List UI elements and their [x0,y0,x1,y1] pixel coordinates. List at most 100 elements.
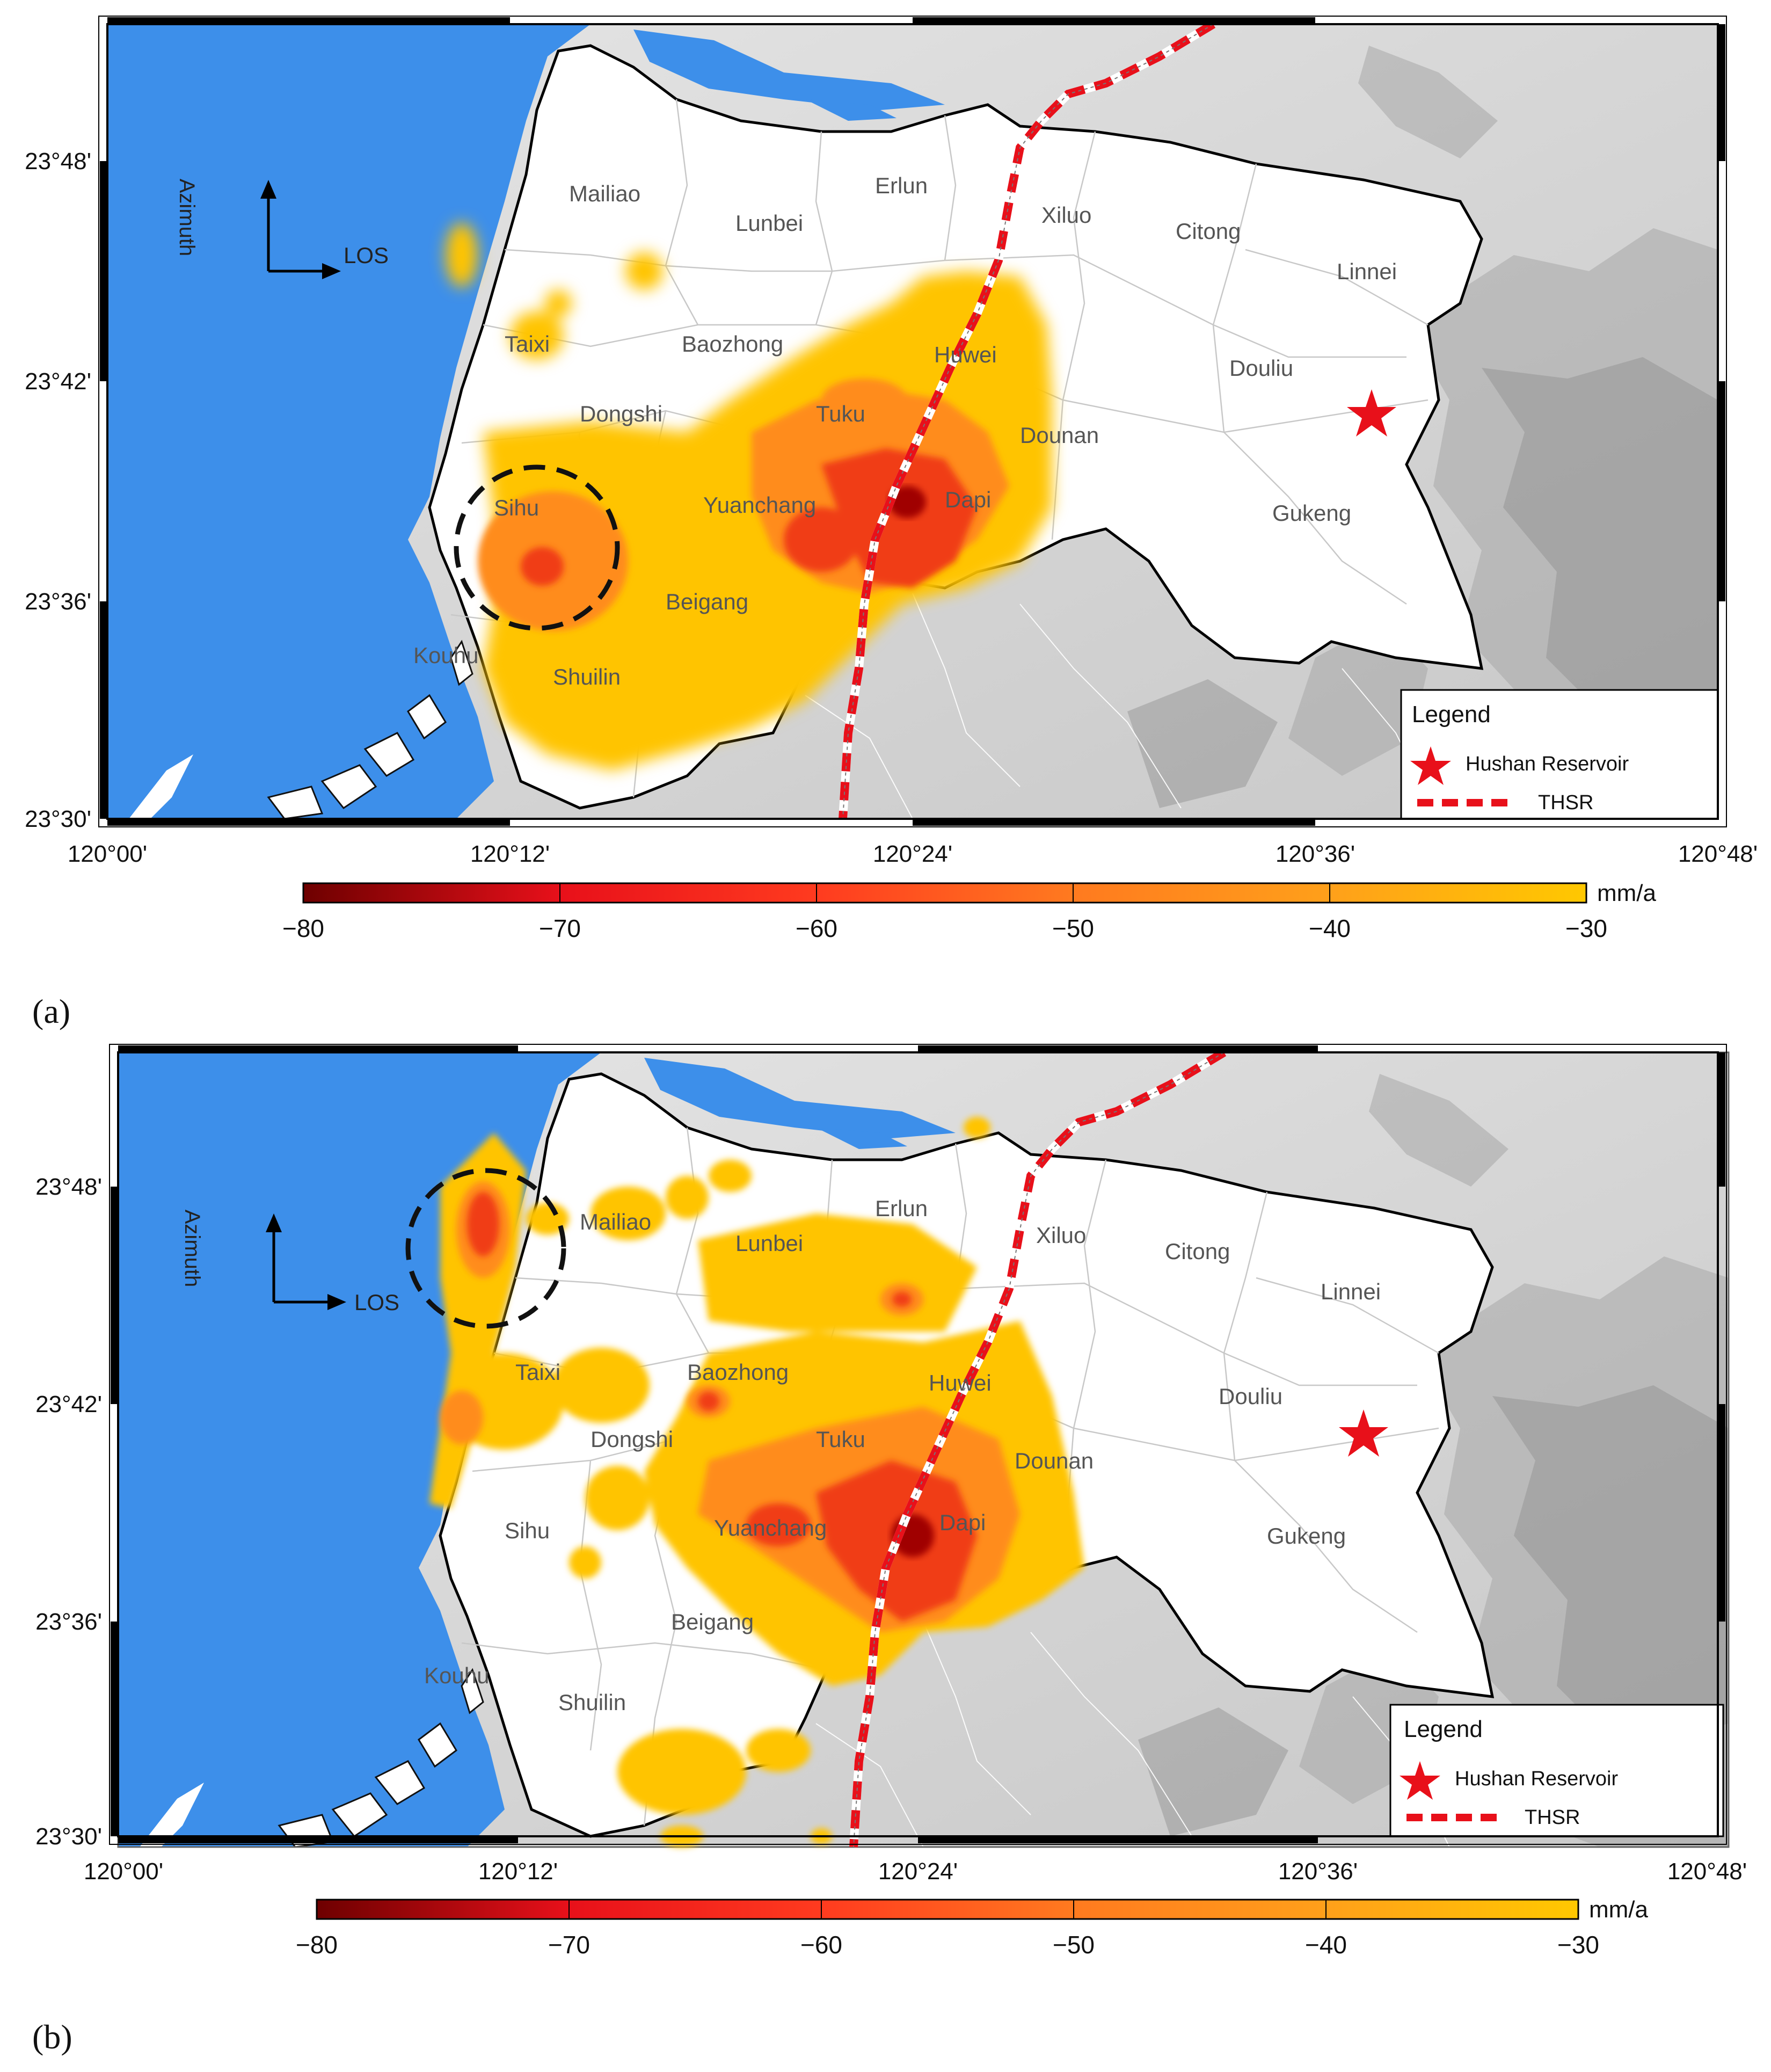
colorbar-b: mm/a −80 −70 −60 −50 −40 −30 [296,1896,1649,1959]
place-label: Mailiao [580,1209,651,1234]
legend-item-label: THSR [1538,791,1593,814]
colorbar-tick: −40 [1305,1931,1347,1959]
lon-tick: 120°24' [878,1858,958,1885]
lon-tick: 120°48' [1667,1858,1747,1885]
frame-a [98,16,1727,827]
place-label: Lunbei [735,1231,803,1256]
lat-tick: 23°42' [35,1391,102,1417]
place-label: Tuku [816,401,865,426]
lat-tick: 23°30' [35,1823,102,1850]
colorbar-segment [817,883,1074,903]
subsidence-layer-a [446,223,1052,770]
lon-tick: 120°24' [873,841,952,867]
lon-tick: 120°48' [1678,841,1758,867]
place-label: Dongshi [580,401,662,426]
place-label: Citong [1176,219,1241,244]
colorbar-segment [821,1900,1074,1919]
place-label: Gukeng [1267,1523,1346,1548]
colorbar-tick: −30 [1557,1931,1599,1959]
colorbar-segment [1074,1900,1327,1919]
colorbar-unit: mm/a [1589,1896,1649,1923]
lon-tick: 120°36' [1278,1858,1358,1885]
place-label: Beigang [666,589,748,614]
colorbar-segment [569,1900,822,1919]
place-label: Xiluo [1036,1223,1086,1248]
legend-a: Legend Hushan Reservoir THSR [1400,689,1719,820]
place-label: Dapi [945,487,991,512]
place-labels-a: Mailiao Lunbei Erlun Xiluo Citong Linnei… [413,173,1397,689]
place-label: Baozhong [682,331,783,357]
place-label: Shuilin [553,664,621,689]
place-label: Dapi [939,1510,986,1535]
lat-ticks-b: 23°48' 23°42' 23°36' 23°30' [35,1174,102,1850]
lon-ticks-a: 120°00' 120°12' 120°24' 120°36' 120°48' [68,841,1758,867]
place-label: Dounan [1015,1448,1094,1473]
place-label: Tuku [816,1427,865,1452]
panel-label-a: (a) [32,992,70,1030]
place-label: Dounan [1020,423,1099,448]
direction-arrows-a [260,180,341,279]
place-label: Linnei [1337,259,1397,284]
colorbar-segment [303,883,560,903]
los-label-b: LOS [354,1290,399,1315]
legend-b: Legend Hushan Reservoir THSR [1389,1704,1724,1837]
star-icon [1410,746,1451,785]
place-label: Erlun [875,173,928,198]
place-label: Lunbei [735,210,803,236]
place-label: Kouhu [424,1663,489,1688]
lon-tick: 120°00' [68,841,147,867]
lat-tick: 23°48' [25,148,91,175]
panel-a: Azimuth LOS Mailiao Lunbei Erlun Xiluo C… [25,16,1758,1030]
place-label: Huwei [934,342,997,367]
star-icon [1339,1409,1388,1457]
place-label: Beigang [671,1609,754,1634]
place-label: Huwei [929,1370,992,1395]
los-label-a: LOS [344,243,389,268]
lat-tick: 23°48' [35,1174,102,1200]
place-label: Kouhu [413,643,478,668]
legend-item-label: THSR [1525,1806,1580,1829]
legend-item-label: Hushan Reservoir [1455,1768,1618,1790]
lat-tick: 23°36' [25,588,91,615]
star-icon [1400,1761,1440,1800]
colorbar-segment [1330,883,1587,903]
colorbar-tick: −50 [1053,1931,1095,1959]
place-label: Linnei [1321,1279,1381,1304]
highlight-circle-a [454,464,620,631]
colorbar-segment [560,883,817,903]
lon-tick: 120°36' [1276,841,1355,867]
place-label: Dongshi [591,1427,673,1452]
colorbar-tick: −50 [1052,914,1094,942]
legend-item-label: Hushan Reservoir [1466,753,1629,775]
colorbar-tick: −80 [296,1931,338,1959]
colorbar-tick: −60 [796,914,837,942]
lon-tick: 120°12' [478,1858,558,1885]
legend-title: Legend [1412,701,1491,728]
star-icon [1347,389,1396,437]
panel-label-b: (b) [32,2018,72,2056]
place-label: Douliu [1229,355,1293,381]
frame-b [109,1044,1727,1845]
colorbar-tick: −30 [1565,914,1607,942]
azimuth-label-b: Azimuth [180,1210,204,1288]
place-label: Taixi [505,331,550,357]
colorbar-tick: −80 [282,914,324,942]
lat-ticks-a: 23°48' 23°42' 23°36' 23°30' [25,148,91,832]
colorbar-tick: −40 [1309,914,1351,942]
colorbar-segment [317,1900,570,1919]
place-label: Baozhong [687,1359,789,1385]
place-label: Gukeng [1272,500,1351,526]
colorbar-segment [1073,883,1330,903]
colorbar-segment [1326,1900,1579,1919]
colorbar-a: mm/a −80 −70 −60 −50 −40 −30 [282,880,1657,942]
colorbar-tick: −70 [539,914,581,942]
place-labels-b: Mailiao Lunbei Erlun Xiluo Citong Linnei… [424,1196,1381,1715]
colorbar-tick: −60 [800,1931,842,1959]
place-label: Citong [1165,1239,1230,1264]
place-label: Douliu [1219,1384,1282,1409]
place-label: Taixi [515,1359,560,1385]
place-label: Yuanchang [703,492,816,518]
colorbar-unit: mm/a [1597,880,1657,906]
place-label: Mailiao [569,181,640,206]
